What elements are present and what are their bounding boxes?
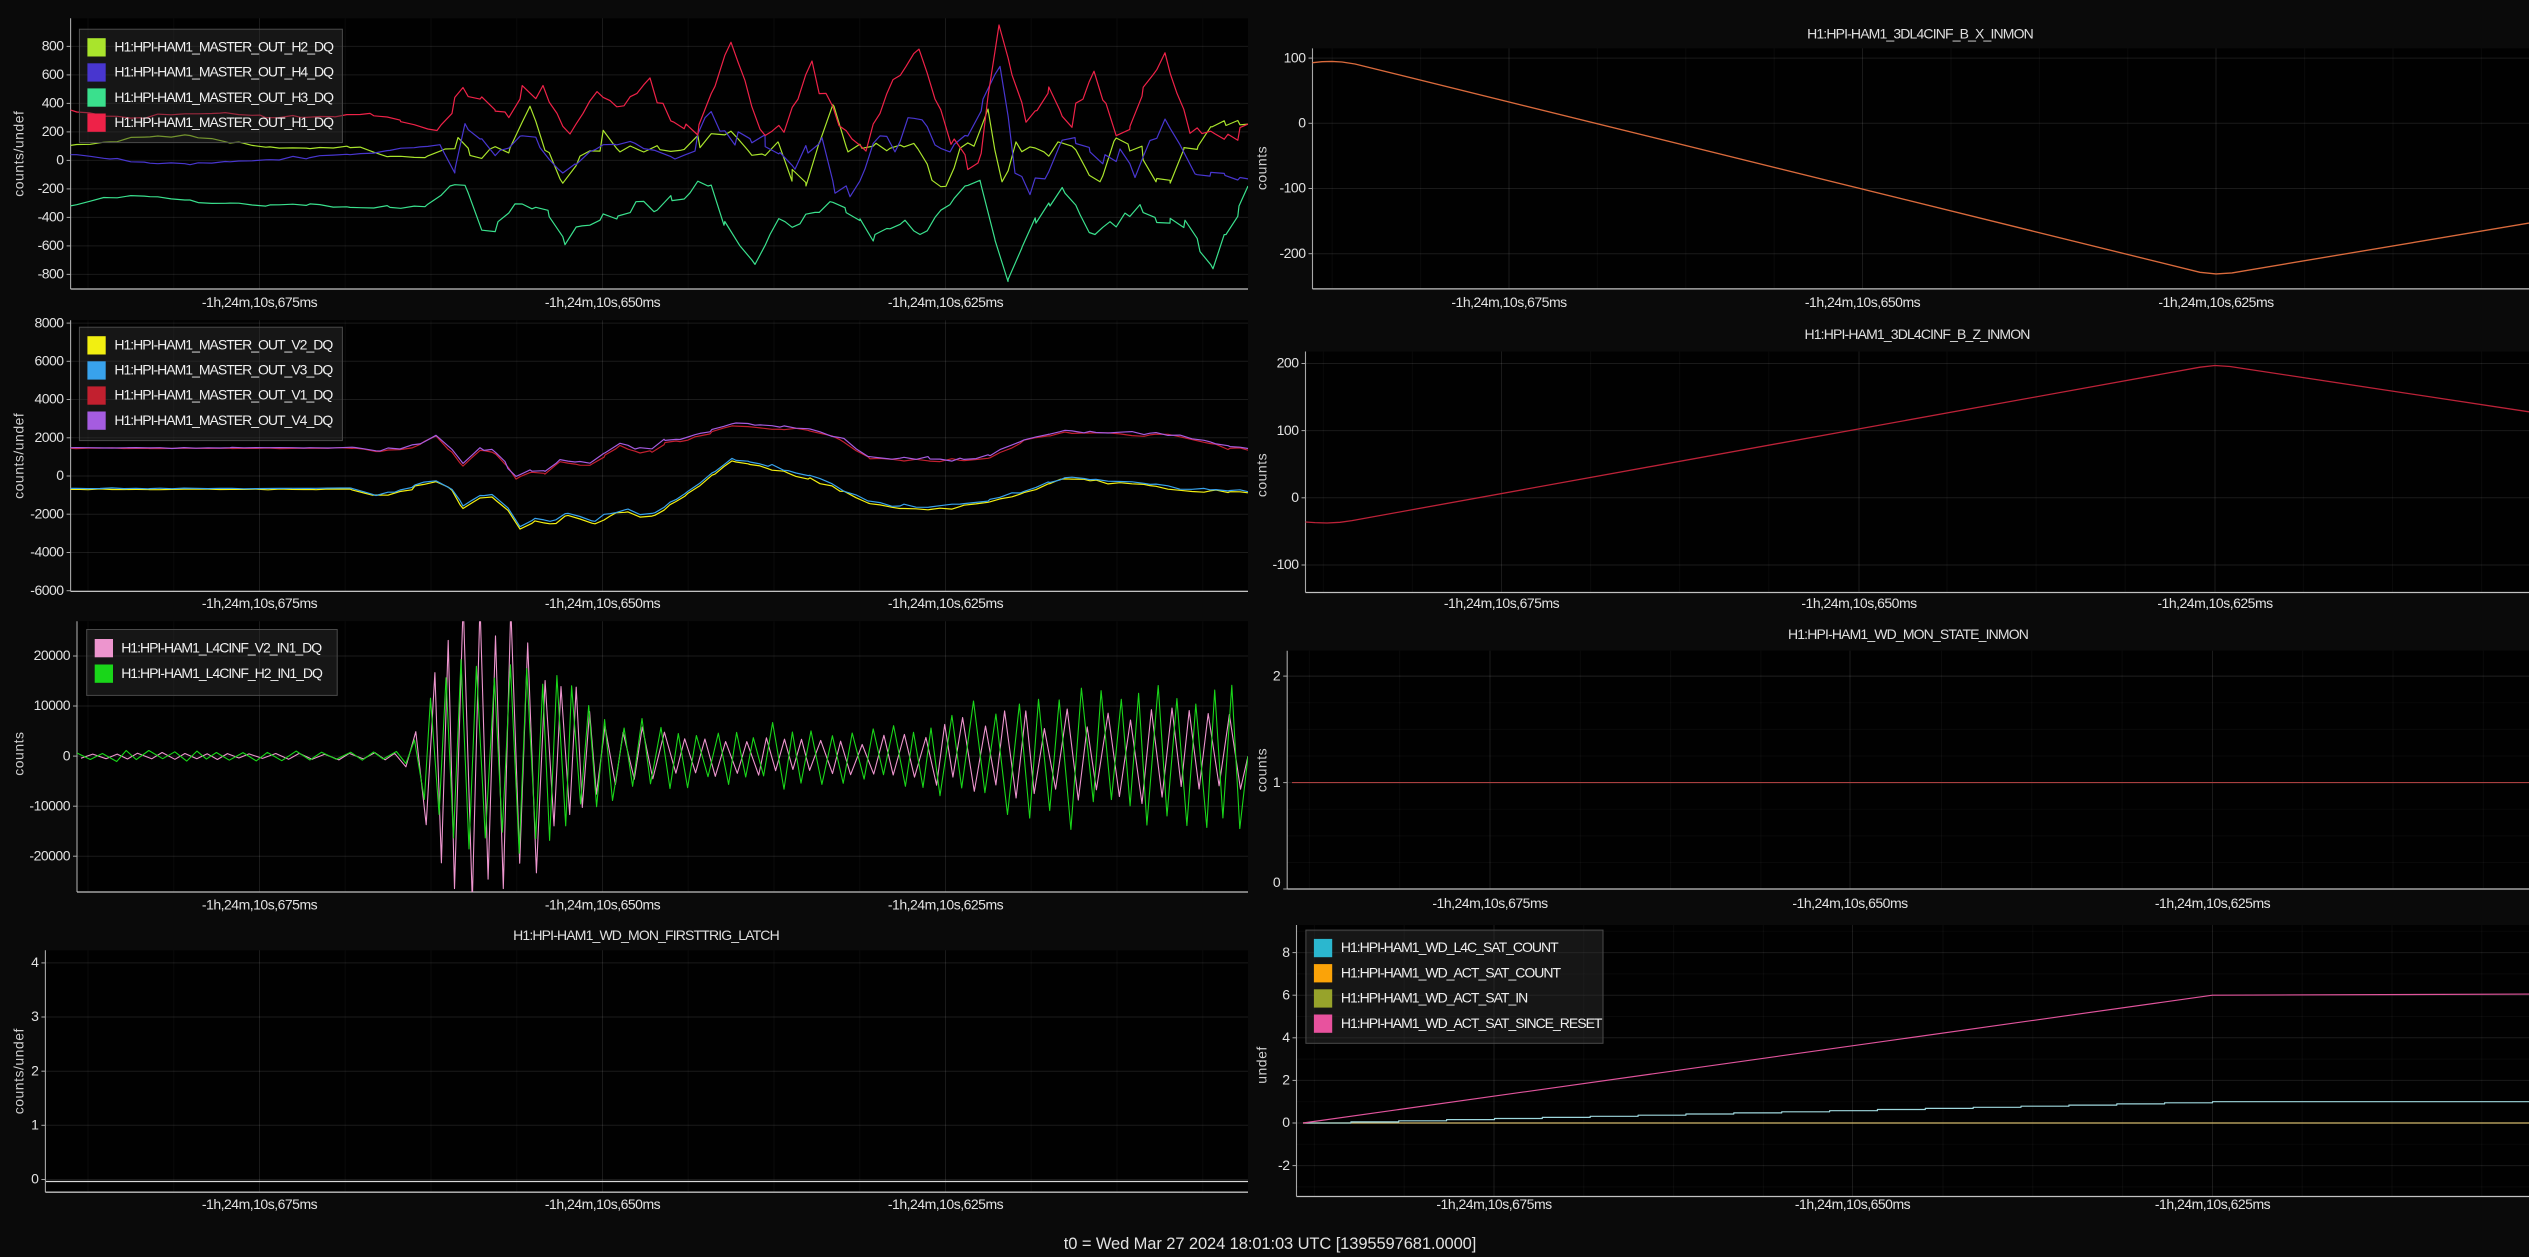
svg-text:-1h,24m,10s,650ms: -1h,24m,10s,650ms [1805,294,1921,310]
svg-text:-20000: -20000 [29,848,70,864]
svg-text:2: 2 [1282,1072,1290,1088]
svg-text:t0 = Wed Mar 27 2024 18:01:03: t0 = Wed Mar 27 2024 18:01:03 UTC [13955… [1064,1235,1476,1253]
svg-text:-1h,24m,10s,675ms: -1h,24m,10s,675ms [1451,294,1567,310]
svg-text:20000: 20000 [34,647,71,663]
svg-text:-800: -800 [38,266,65,282]
svg-text:H1:HPI-HAM1_3DL4CINF_B_Z_INMON: H1:HPI-HAM1_3DL4CINF_B_Z_INMON [1804,326,2029,342]
svg-text:undef: undef [1254,1046,1270,1084]
svg-text:-200: -200 [1279,245,1306,261]
svg-text:4: 4 [1282,1029,1290,1045]
svg-text:-1h,24m,10s,650ms: -1h,24m,10s,650ms [1801,595,1917,611]
svg-text:-1h,24m,10s,625ms: -1h,24m,10s,625ms [888,1196,1004,1212]
svg-text:-1h,24m,10s,650ms: -1h,24m,10s,650ms [1792,895,1908,911]
svg-text:-1h,24m,10s,625ms: -1h,24m,10s,625ms [888,595,1004,611]
svg-text:-6000: -6000 [30,582,64,598]
svg-text:H1:HPI-HAM1_MASTER_OUT_H3_DQ: H1:HPI-HAM1_MASTER_OUT_H3_DQ [114,89,334,105]
svg-text:800: 800 [42,38,65,54]
svg-text:0: 0 [1291,489,1299,505]
svg-text:0: 0 [1298,115,1306,131]
svg-text:-1h,24m,10s,675ms: -1h,24m,10s,675ms [202,595,318,611]
svg-text:-1h,24m,10s,675ms: -1h,24m,10s,675ms [202,1196,318,1212]
svg-text:-1h,24m,10s,625ms: -1h,24m,10s,625ms [888,294,1004,310]
svg-text:-100: -100 [1279,180,1306,196]
svg-text:0: 0 [1282,1114,1290,1130]
svg-text:-4000: -4000 [30,544,64,560]
svg-text:H1:HPI-HAM1_WD_MON_FIRSTTRIG_L: H1:HPI-HAM1_WD_MON_FIRSTTRIG_LATCH [513,927,779,943]
svg-text:100: 100 [1277,422,1300,438]
svg-text:counts: counts [11,731,27,775]
svg-text:200: 200 [42,123,65,139]
svg-text:H1:HPI-HAM1_MASTER_OUT_H2_DQ: H1:HPI-HAM1_MASTER_OUT_H2_DQ [114,39,334,55]
svg-text:counts/undef: counts/undef [11,111,27,197]
svg-text:600: 600 [42,66,65,82]
svg-text:H1:HPI-HAM1_MASTER_OUT_V2_DQ: H1:HPI-HAM1_MASTER_OUT_V2_DQ [114,337,333,353]
svg-text:-1h,24m,10s,675ms: -1h,24m,10s,675ms [1432,895,1548,911]
svg-text:1: 1 [1273,774,1281,790]
svg-text:-600: -600 [38,237,65,253]
svg-text:-1h,24m,10s,625ms: -1h,24m,10s,625ms [2155,895,2271,911]
svg-text:counts: counts [1253,146,1269,190]
svg-text:-1h,24m,10s,650ms: -1h,24m,10s,650ms [545,1196,661,1212]
svg-text:-1h,24m,10s,650ms: -1h,24m,10s,650ms [545,897,661,913]
svg-text:-2000: -2000 [30,505,64,521]
svg-text:H1:HPI-HAM1_MASTER_OUT_V3_DQ: H1:HPI-HAM1_MASTER_OUT_V3_DQ [114,362,333,378]
svg-text:H1:HPI-HAM1_MASTER_OUT_V1_DQ: H1:HPI-HAM1_MASTER_OUT_V1_DQ [114,387,333,403]
svg-text:-1h,24m,10s,675ms: -1h,24m,10s,675ms [202,294,318,310]
svg-text:2: 2 [1273,667,1281,683]
svg-text:H1:HPI-HAM1_3DL4CINF_B_X_INMON: H1:HPI-HAM1_3DL4CINF_B_X_INMON [1807,26,2033,42]
svg-text:8000: 8000 [34,314,64,330]
svg-text:H1:HPI-HAM1_MASTER_OUT_H1_DQ: H1:HPI-HAM1_MASTER_OUT_H1_DQ [114,114,334,130]
svg-text:3: 3 [31,1008,39,1024]
svg-text:1: 1 [31,1117,39,1133]
svg-text:4: 4 [31,954,39,970]
svg-text:H1:HPI-HAM1_WD_ACT_SAT_COUNT: H1:HPI-HAM1_WD_ACT_SAT_COUNT [1341,965,1562,981]
svg-text:200: 200 [1277,355,1300,371]
svg-text:100: 100 [1284,49,1307,65]
svg-text:400: 400 [42,95,65,111]
svg-text:-1h,24m,10s,650ms: -1h,24m,10s,650ms [1795,1196,1911,1212]
svg-text:-1h,24m,10s,675ms: -1h,24m,10s,675ms [202,897,318,913]
svg-text:-2: -2 [1278,1157,1290,1173]
svg-text:-1h,24m,10s,675ms: -1h,24m,10s,675ms [1444,595,1560,611]
svg-text:H1:HPI-HAM1_L4CINF_V2_IN1_DQ: H1:HPI-HAM1_L4CINF_V2_IN1_DQ [121,639,322,655]
svg-text:-1h,24m,10s,625ms: -1h,24m,10s,625ms [2157,595,2273,611]
svg-text:counts/undef: counts/undef [11,1028,27,1114]
svg-text:8: 8 [1282,944,1290,960]
svg-text:0: 0 [1273,874,1281,890]
svg-text:-100: -100 [1272,556,1299,572]
svg-text:-1h,24m,10s,625ms: -1h,24m,10s,625ms [2155,1196,2271,1212]
svg-text:-1h,24m,10s,625ms: -1h,24m,10s,625ms [2158,294,2274,310]
svg-text:0: 0 [56,152,64,168]
svg-text:-400: -400 [38,209,65,225]
svg-text:H1:HPI-HAM1_WD_ACT_SAT_SINCE_R: H1:HPI-HAM1_WD_ACT_SAT_SINCE_RESET [1341,1015,1603,1031]
svg-text:-200: -200 [38,180,65,196]
svg-text:H1:HPI-HAM1_WD_L4C_SAT_COUNT: H1:HPI-HAM1_WD_L4C_SAT_COUNT [1341,939,1559,955]
svg-text:10000: 10000 [34,697,71,713]
svg-text:2: 2 [31,1062,39,1078]
svg-text:H1:HPI-HAM1_MASTER_OUT_V4_DQ: H1:HPI-HAM1_MASTER_OUT_V4_DQ [114,412,333,428]
svg-text:-1h,24m,10s,625ms: -1h,24m,10s,625ms [888,897,1004,913]
svg-text:counts/undef: counts/undef [11,413,27,499]
svg-text:H1:HPI-HAM1_WD_MON_STATE_INMON: H1:HPI-HAM1_WD_MON_STATE_INMON [1788,626,2028,642]
svg-text:H1:HPI-HAM1_MASTER_OUT_H4_DQ: H1:HPI-HAM1_MASTER_OUT_H4_DQ [114,64,334,80]
svg-text:0: 0 [31,1171,39,1187]
svg-text:6: 6 [1282,986,1290,1002]
svg-text:counts: counts [1253,748,1269,792]
svg-text:H1:HPI-HAM1_L4CINF_H2_IN1_DQ: H1:HPI-HAM1_L4CINF_H2_IN1_DQ [121,665,323,681]
svg-text:4000: 4000 [34,391,64,407]
svg-text:2000: 2000 [34,429,64,445]
svg-text:-1h,24m,10s,650ms: -1h,24m,10s,650ms [545,294,661,310]
svg-text:H1:HPI-HAM1_WD_ACT_SAT_IN: H1:HPI-HAM1_WD_ACT_SAT_IN [1341,990,1527,1006]
svg-text:6000: 6000 [34,353,64,369]
svg-text:counts: counts [1253,453,1269,497]
svg-text:-1h,24m,10s,675ms: -1h,24m,10s,675ms [1436,1196,1552,1212]
svg-text:0: 0 [63,747,71,763]
svg-text:-1h,24m,10s,650ms: -1h,24m,10s,650ms [545,595,661,611]
svg-text:-10000: -10000 [29,797,70,813]
svg-text:0: 0 [56,467,64,483]
